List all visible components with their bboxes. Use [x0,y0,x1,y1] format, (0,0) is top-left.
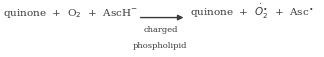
Text: quinone  +  $\dot{O}_2^{\bullet}$  +  Asc$^{\bullet}$: quinone + $\dot{O}_2^{\bullet}$ + Asc$^{… [190,3,313,21]
Text: charged: charged [143,26,178,34]
Text: quinone  +  O$_{2}$  +  AscH$^{-}$: quinone + O$_{2}$ + AscH$^{-}$ [3,7,138,20]
Text: LUVs: LUVs [149,56,172,57]
Text: phospholipid: phospholipid [133,41,188,49]
